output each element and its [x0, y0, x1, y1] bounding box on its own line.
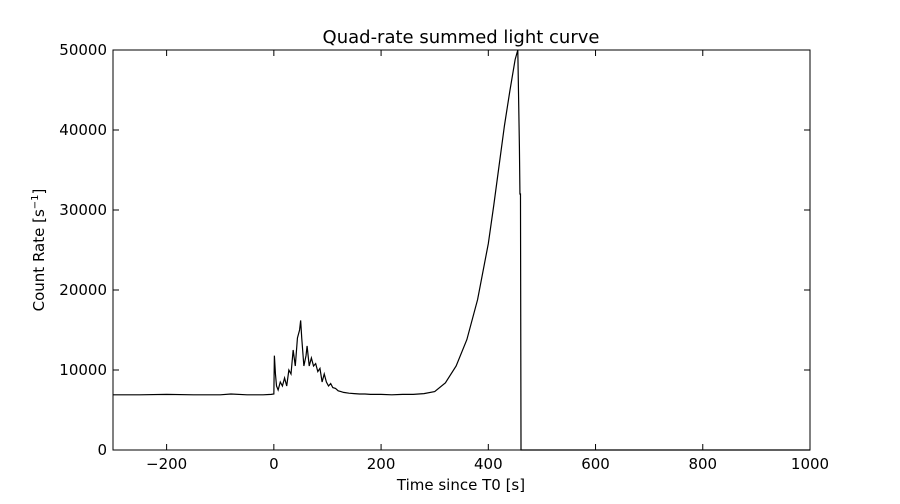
plot-area [113, 49, 810, 451]
y-axis-label-exponent: −1 [30, 194, 41, 209]
axis-ticks: −200 0 200 400 600 800 10000100002000030000400… [59, 41, 829, 473]
y-tick-label: 0 [97, 441, 107, 459]
x-tick-label: 1000 [791, 455, 829, 473]
x-tick-label: 400 [474, 455, 503, 473]
y-tick-label: 40000 [59, 121, 107, 139]
y-tick-label: 50000 [59, 41, 107, 59]
y-axis-label: Count Rate [s−1] [30, 189, 48, 312]
chart-title: Quad-rate summed light curve [323, 27, 600, 48]
x-tick-label: 0 [269, 455, 279, 473]
y-tick-label: 20000 [59, 281, 107, 299]
series-line-0 [113, 49, 810, 451]
x-tick-label: 800 [688, 455, 717, 473]
y-tick-label: 30000 [59, 201, 107, 219]
x-tick-label: 200 [367, 455, 396, 473]
y-tick-label: 10000 [59, 361, 107, 379]
y-axis-label-close: ] [30, 189, 48, 195]
x-tick-label: −200 [146, 455, 187, 473]
plot-frame [112, 49, 811, 451]
x-axis-label: Time since T0 [s] [396, 476, 525, 494]
y-axis-label-base: Count Rate [s [30, 209, 48, 311]
x-tick-label: 600 [581, 455, 610, 473]
